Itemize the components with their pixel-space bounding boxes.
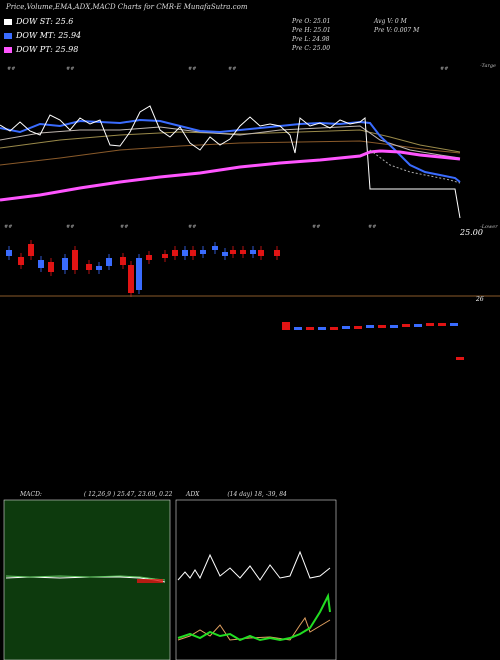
legend-label: DOW MT: 25.94	[16, 31, 82, 40]
stat-avg-volume: Avg V: 0 M	[374, 18, 407, 25]
ohlc-stats: Pre O: 25.01 Pre H: 25.01 Pre L: 24.98 P…	[292, 17, 331, 53]
date-tick: ##	[4, 224, 12, 230]
legend-swatch	[4, 18, 12, 25]
volume-bar	[282, 322, 290, 330]
volume-bar	[366, 325, 374, 328]
legend-dow-pt: DOW PT: 25.98	[4, 45, 78, 54]
volume-stats: Avg V: 0 M Pre V: 0.007 M	[374, 17, 419, 35]
date-tick: ##	[120, 224, 128, 230]
ema-olive-line	[0, 129, 461, 153]
volume-bar	[414, 324, 422, 327]
dow-mt-line	[0, 118, 461, 183]
legend-dow-mt: DOW MT: 25.94	[4, 31, 81, 40]
stat-prev-volume: Pre V: 0.007 M	[374, 27, 420, 34]
volume-axis-label: 26	[475, 296, 484, 303]
date-tick: ##	[440, 66, 448, 72]
legend-swatch	[4, 46, 12, 53]
date-ticks: ## ## ## ## ## ## ## ## ## ## ##	[4, 66, 448, 230]
volume-bar	[318, 327, 326, 330]
stat-high: Pre H: 25.01	[292, 27, 331, 34]
volume-bar	[456, 357, 464, 360]
legend-swatch	[4, 32, 12, 39]
ema-brown-line	[0, 140, 461, 166]
legend-dow-st: DOW ST: 25.6	[4, 17, 73, 26]
date-tick: ##	[7, 66, 15, 72]
adx-di-plus-line	[177, 550, 331, 581]
adx-panel	[175, 499, 337, 660]
volume-bar	[330, 327, 338, 330]
date-tick: ##	[312, 224, 320, 230]
volume-bar	[390, 325, 398, 328]
date-tick: ##	[66, 66, 74, 72]
macd-label: MACD: ( 12,26,9 ) 25.47, 23.69, 0.22	[20, 491, 172, 498]
stat-low: Pre L: 24.98	[292, 36, 330, 43]
legend-label: DOW ST: 25.6	[16, 17, 74, 26]
ema-grey-line	[0, 125, 461, 159]
adx-params: (14 day) 18, -39, 84	[227, 491, 287, 498]
date-tick: ##	[188, 224, 196, 230]
date-tick: ##	[228, 66, 236, 72]
dow-pt-line	[0, 149, 461, 202]
volume-bar	[378, 325, 386, 328]
volume-bar	[354, 326, 362, 329]
macd-name: MACD:	[20, 491, 42, 498]
macd-params: ( 12,26,9 ) 25.47, 23.69, 0.22	[83, 491, 173, 498]
date-tick: ##	[368, 224, 376, 230]
macd-histogram	[137, 579, 163, 583]
adx-label: ADX (14 day) 18, -39, 84	[186, 491, 287, 498]
volume-bar	[438, 323, 446, 326]
volume-bar	[342, 326, 350, 329]
date-tick: ##	[66, 224, 74, 230]
upper-tag: -Targe	[480, 63, 496, 69]
volume-bar	[426, 323, 434, 326]
adx-line	[177, 592, 331, 642]
price-axis-label: 25.00	[459, 228, 483, 237]
stat-open: Pre O: 25.01	[292, 18, 331, 25]
adx-di-minus-line	[177, 616, 331, 641]
stat-close: Pre C: 25.00	[292, 45, 331, 52]
lower-tag: -Lower	[480, 224, 498, 230]
adx-name: ADX	[186, 491, 200, 498]
volume-bar	[294, 327, 302, 330]
volume-candles	[6, 240, 280, 297]
dashed-ema-line	[369, 149, 461, 184]
dow-st-line	[0, 105, 461, 219]
volume-bar	[306, 327, 314, 330]
small-volume-bars	[282, 322, 464, 360]
macd-signal-line	[5, 575, 166, 581]
chart-title: Price,Volume,EMA,ADX,MACD Charts for CMR…	[6, 3, 248, 11]
volume-bar	[450, 323, 458, 326]
legend-label: DOW PT: 25.98	[16, 45, 79, 54]
date-tick: ##	[188, 66, 196, 72]
volume-bar	[402, 324, 410, 327]
